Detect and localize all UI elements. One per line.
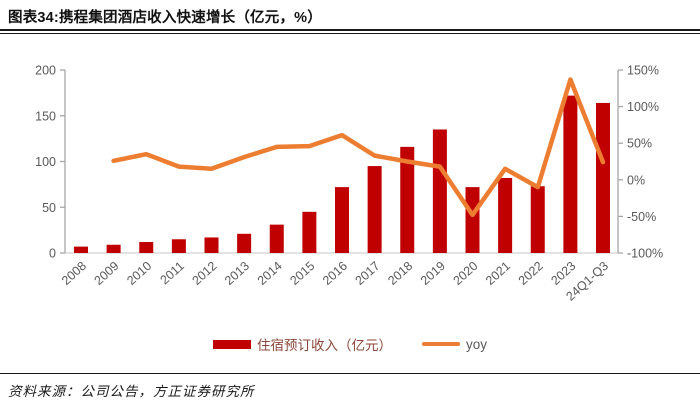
bar <box>139 242 154 253</box>
revenue-bar-swatch <box>212 339 251 349</box>
legend-label-yoy: yoy <box>465 336 487 352</box>
right-axis-tick-label: 100% <box>627 100 659 114</box>
yoy-line <box>111 77 606 218</box>
left-axis-tick-label: 150 <box>35 109 56 123</box>
bar <box>367 166 382 253</box>
left-axis-tick-label: 100 <box>35 155 56 169</box>
right-axis-tick-label: 50% <box>627 137 652 151</box>
left-axis-tick-label: 0 <box>49 247 56 261</box>
bar <box>596 102 610 253</box>
bar <box>432 129 447 253</box>
x-axis-category-label: 2017 <box>353 259 383 288</box>
x-axis-category-label: 2016 <box>320 259 350 288</box>
bar <box>400 146 415 253</box>
x-axis-category-label: 2014 <box>255 259 285 288</box>
bar <box>302 211 317 253</box>
bar <box>530 186 545 253</box>
x-axis-category-label: 2018 <box>385 259 415 288</box>
bar <box>498 177 513 253</box>
x-axis-category-label: 2008 <box>59 259 89 288</box>
bar <box>74 246 88 253</box>
bar <box>269 224 284 253</box>
x-axis-category-label: 2010 <box>124 259 154 288</box>
yoy-line-swatch <box>421 341 460 347</box>
legend-item-yoy: yoy <box>421 336 487 352</box>
bar <box>335 187 349 253</box>
x-axis-category-label: 2020 <box>450 259 480 288</box>
bar <box>563 95 578 253</box>
bar <box>465 187 480 253</box>
footer-divider <box>0 373 700 374</box>
legend-label-revenue: 住宿预订收入（亿元） <box>256 338 392 353</box>
left-axis-tick-label: 200 <box>35 64 56 78</box>
x-axis-category-label: 2022 <box>516 259 546 288</box>
title-divider <box>0 29 700 34</box>
right-axis-tick-label: 0% <box>627 173 645 187</box>
right-axis-tick-label: 150% <box>627 64 659 78</box>
bar <box>171 239 186 253</box>
x-axis-category-label: 2015 <box>287 259 317 288</box>
legend-item-revenue: 住宿预订收入（亿元） <box>212 334 392 354</box>
left-axis-tick-label: 50 <box>42 201 56 215</box>
x-axis-category-label: 2009 <box>92 259 122 288</box>
chart-legend: 住宿预订收入（亿元） yoy <box>0 334 700 354</box>
source-note: 资料来源：公司公告，方正证券研究所 <box>8 384 255 399</box>
bar <box>106 244 121 253</box>
bar <box>237 233 252 253</box>
x-axis-category-label: 2012 <box>189 259 219 288</box>
chart-title: 图表34:携程集团酒店收入快速增长（亿元，%） <box>8 10 322 26</box>
x-axis-category-label: 2013 <box>222 259 252 288</box>
bar <box>204 237 219 253</box>
x-axis-category-label: 2011 <box>158 259 187 287</box>
x-axis-category-label: 2019 <box>418 259 448 288</box>
right-axis-tick-label: -50% <box>627 210 656 224</box>
x-axis-category-label: 2021 <box>483 259 513 288</box>
right-axis-tick-label: -100% <box>627 247 663 261</box>
